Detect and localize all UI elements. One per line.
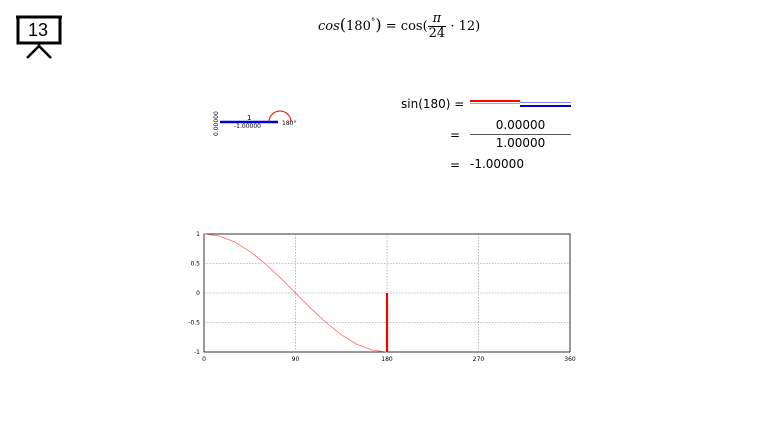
ratio-red-bar — [470, 100, 520, 102]
ratio-label: sin(180) = — [401, 97, 465, 111]
y-tick-label: -0.5 — [188, 320, 200, 327]
presentation-board-icon — [16, 15, 62, 59]
ratio-blue-bar — [520, 105, 571, 107]
ratio-result: -1.00000 — [470, 157, 524, 171]
y-tick-label: -1 — [194, 349, 200, 356]
formula-equals: = — [385, 19, 397, 34]
x-tick-label: 270 — [473, 356, 485, 363]
formula-rhs-fn: cos( — [400, 19, 428, 34]
formula-lhs-close: ) — [375, 15, 382, 34]
formula-lhs-arg: 180 — [346, 19, 371, 34]
formula-frac-num: π — [432, 11, 442, 26]
x-tick-label: 360 — [564, 356, 576, 363]
ratio-red-bar-underline — [470, 103, 520, 104]
cosine-plot: 0 90 180 270 360 1 0.5 0 -0.5 -1 — [188, 231, 576, 363]
ratio-denominator: 1.00000 — [495, 136, 546, 150]
cosine-curve — [203, 233, 388, 353]
formula-lhs-open: ( — [339, 15, 347, 34]
tick-label: 1 — [247, 114, 251, 122]
ratio-numerator: 0.00000 — [495, 118, 546, 132]
angle-arc — [268, 110, 292, 123]
formula-fraction: π 24 — [427, 11, 447, 41]
x-tick-label: 180 — [381, 356, 393, 363]
x-tick-label: 0 — [202, 356, 206, 363]
slide-number: 13 — [27, 20, 49, 40]
ratio-blue-bar-overline — [520, 102, 571, 103]
cos-value-label: -1.00000 — [234, 123, 261, 130]
formula-lhs-fn: cos — [318, 19, 340, 34]
formula-frac-den: 24 — [427, 26, 447, 41]
ratio-equals-2: = — [450, 158, 461, 172]
unit-circle-diagram: 0.00000 1 -1.00000 180° — [213, 110, 296, 136]
angle-label: 180° — [282, 120, 296, 127]
y-tick-label: 0.5 — [190, 261, 200, 268]
y-tick-label: 1 — [196, 231, 200, 238]
cosine-formula: cos(180°) = cos(π 24 · 12) — [318, 12, 518, 52]
x-tick-label: 90 — [292, 356, 300, 363]
formula-times: · 12) — [450, 19, 481, 34]
fraction-bar — [470, 134, 571, 135]
sin-value-label: 0.00000 — [213, 111, 220, 136]
ratio-equals-1: = — [450, 128, 461, 142]
formula-degree: ° — [370, 17, 376, 28]
y-tick-label: 0 — [196, 290, 200, 297]
